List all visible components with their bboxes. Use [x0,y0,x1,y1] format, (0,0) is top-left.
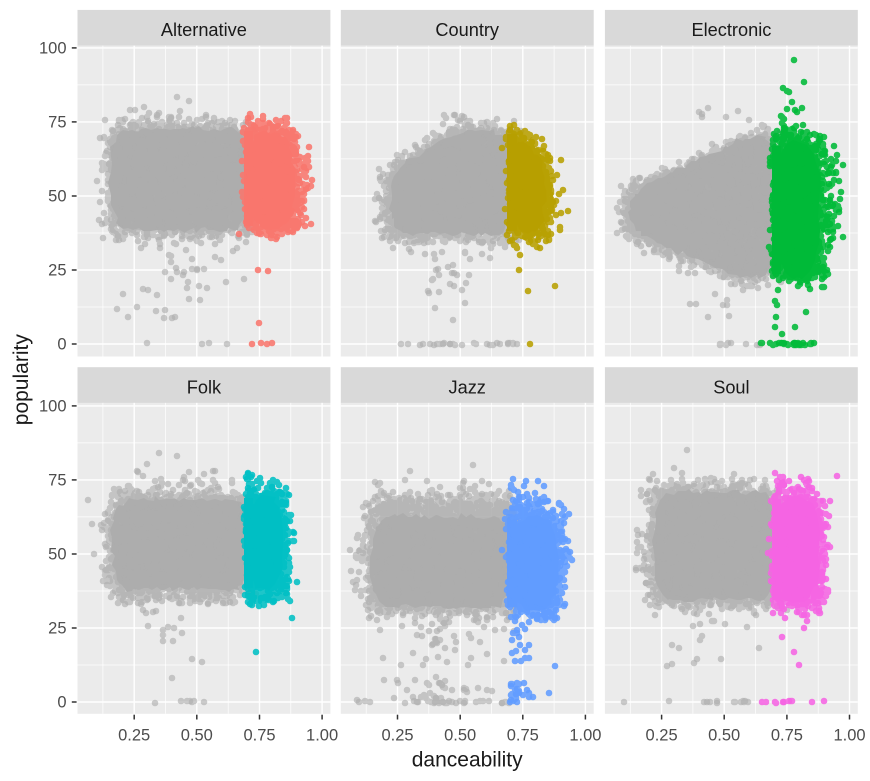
svg-text:0.50: 0.50 [708,727,740,745]
svg-text:1.00: 1.00 [306,727,338,745]
svg-text:0.50: 0.50 [444,727,476,745]
svg-text:0.25: 0.25 [118,727,150,745]
svg-text:danceability: danceability [412,749,523,772]
svg-text:0: 0 [57,336,66,354]
svg-text:Country: Country [435,20,500,40]
svg-text:100: 100 [39,40,67,58]
svg-text:100: 100 [39,398,67,416]
svg-text:0.75: 0.75 [507,727,539,745]
svg-text:0.25: 0.25 [381,727,413,745]
svg-text:25: 25 [48,262,66,280]
svg-text:0.75: 0.75 [771,727,803,745]
svg-text:0.50: 0.50 [181,727,213,745]
svg-text:0.25: 0.25 [646,727,678,745]
svg-text:Electronic: Electronic [691,20,771,40]
svg-text:Soul: Soul [713,377,749,397]
svg-text:1.00: 1.00 [569,727,601,745]
svg-text:75: 75 [48,114,66,132]
svg-text:50: 50 [48,546,66,564]
svg-text:1.00: 1.00 [833,727,865,745]
svg-text:Alternative: Alternative [161,20,247,40]
svg-text:0.75: 0.75 [243,727,275,745]
svg-text:Folk: Folk [187,377,222,397]
svg-text:50: 50 [48,188,66,206]
svg-text:75: 75 [48,472,66,490]
svg-text:popularity: popularity [10,334,33,426]
svg-text:0: 0 [57,694,66,712]
svg-text:25: 25 [48,620,66,638]
svg-text:Jazz: Jazz [448,377,485,397]
